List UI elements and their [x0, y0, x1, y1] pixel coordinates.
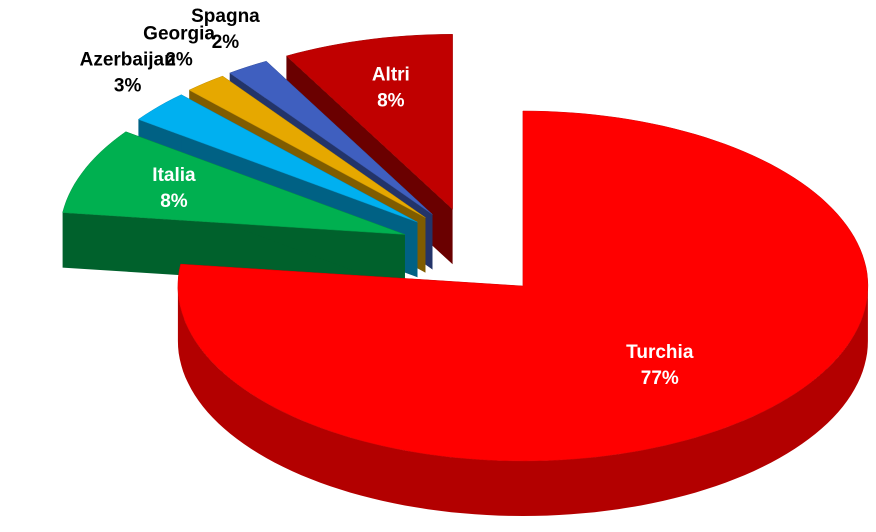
slice	[285, 34, 453, 210]
slice-label: Altri	[372, 64, 410, 85]
slice	[229, 60, 433, 215]
value-label: 3%	[114, 76, 142, 97]
slice	[188, 75, 426, 218]
value-label: 2%	[212, 32, 240, 53]
value-label: 8%	[377, 90, 405, 111]
slice-label: Azerbaijan	[80, 50, 176, 71]
slice	[137, 94, 418, 223]
value-label: 77%	[641, 368, 679, 389]
slice-label: Italia	[152, 165, 196, 186]
slice	[62, 131, 405, 235]
value-label: 8%	[160, 191, 188, 212]
slice-label: Georgia	[143, 24, 215, 45]
slice-label: Spagna	[191, 6, 260, 27]
value-label: 2%	[165, 50, 193, 71]
slice-wall	[177, 286, 868, 516]
slice-label: Turchia	[626, 342, 694, 363]
slice	[177, 110, 869, 462]
